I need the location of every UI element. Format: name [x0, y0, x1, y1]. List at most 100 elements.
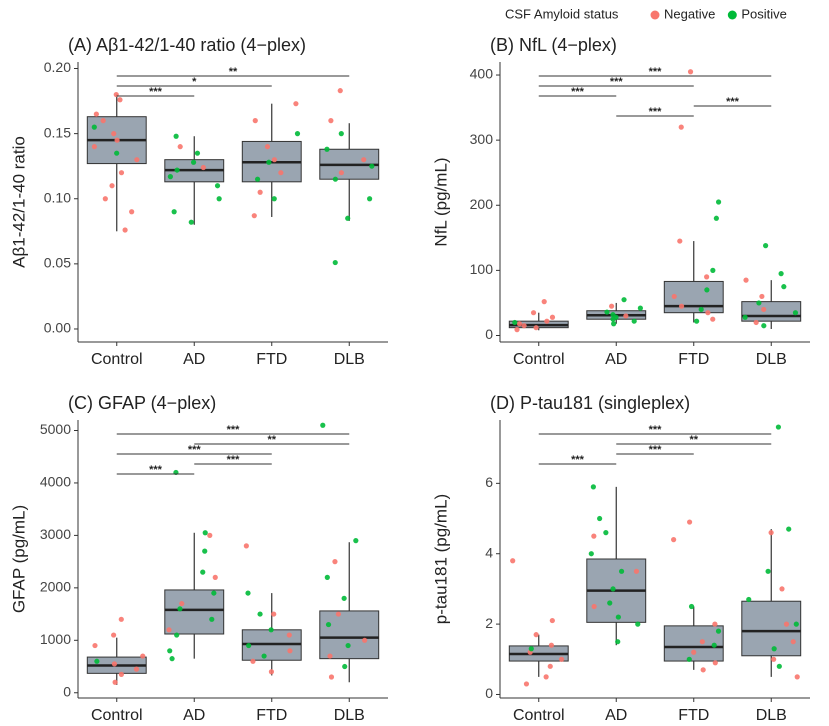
data-point	[243, 543, 249, 549]
data-point	[268, 669, 275, 675]
data-point	[207, 532, 213, 538]
data-point	[325, 621, 332, 628]
data-point	[335, 611, 342, 617]
data-point	[633, 568, 640, 574]
data-point	[268, 627, 274, 633]
data-point	[320, 422, 326, 428]
data-point	[771, 656, 777, 662]
significance-label: ***	[726, 96, 740, 108]
data-point	[250, 658, 256, 664]
box	[741, 600, 802, 657]
y-axis-title: p-tau181 (pg/mL)	[431, 494, 450, 624]
data-point	[92, 642, 98, 649]
y-tick-label: 400	[470, 66, 494, 82]
x-tick-label: FTD	[256, 707, 287, 724]
data-point	[211, 590, 217, 596]
data-point	[521, 323, 527, 329]
data-point	[779, 586, 785, 592]
data-point	[254, 176, 261, 182]
data-point	[792, 310, 799, 316]
data-point	[604, 309, 610, 315]
data-point	[783, 621, 790, 627]
data-point	[327, 653, 333, 659]
significance-label: ***	[227, 424, 241, 436]
data-point	[177, 606, 183, 612]
box	[741, 301, 802, 322]
data-point	[710, 316, 716, 322]
data-point	[202, 548, 208, 554]
data-point	[91, 144, 98, 150]
data-point	[111, 661, 118, 667]
y-tick-label: 300	[470, 131, 494, 147]
data-point	[544, 318, 550, 324]
data-point	[710, 267, 716, 273]
data-point	[91, 124, 97, 130]
y-tick-label: 0.00	[44, 320, 71, 336]
data-point	[188, 219, 194, 225]
data-point	[547, 663, 553, 669]
data-point	[328, 674, 335, 680]
y-tick-label: 3000	[40, 526, 71, 542]
data-point	[611, 321, 617, 327]
data-point	[345, 215, 351, 221]
data-point	[746, 596, 752, 603]
data-point	[367, 196, 373, 202]
data-point	[761, 323, 767, 329]
data-point	[251, 213, 257, 219]
legend-label: Positive	[741, 6, 787, 21]
data-point	[133, 666, 140, 672]
x-tick-label: Control	[513, 351, 565, 368]
data-point	[699, 639, 705, 645]
significance-label: **	[229, 66, 238, 78]
data-point	[694, 318, 700, 324]
data-point	[533, 632, 539, 638]
data-point	[129, 209, 135, 215]
legend-marker	[727, 10, 737, 20]
panel-title: (D) P-tau181 (singleplex)	[490, 393, 690, 413]
significance-label: ***	[227, 454, 241, 466]
data-point	[794, 674, 800, 680]
data-point	[541, 299, 547, 305]
data-point	[514, 327, 520, 333]
data-point	[93, 111, 99, 117]
data-point	[166, 627, 172, 633]
data-point	[214, 183, 221, 189]
data-point	[621, 297, 627, 303]
data-point	[109, 183, 115, 189]
data-point	[112, 679, 118, 685]
data-point	[114, 150, 120, 156]
data-point	[264, 144, 271, 150]
x-tick-label: DLB	[756, 707, 787, 724]
significance-label: **	[267, 434, 276, 446]
x-tick-label: DLB	[756, 351, 787, 368]
data-point	[271, 611, 277, 617]
data-point	[122, 227, 128, 233]
data-point	[202, 530, 208, 536]
y-tick-label: 6	[485, 474, 493, 490]
data-point	[523, 681, 530, 687]
data-point	[338, 131, 344, 137]
x-tick-label: DLB	[334, 707, 365, 724]
data-point	[671, 293, 677, 300]
data-point	[715, 628, 722, 634]
data-point	[167, 174, 173, 180]
data-point	[610, 316, 616, 322]
x-tick-label: AD	[183, 707, 205, 724]
data-point	[549, 617, 555, 624]
y-axis-title: NfL (pg/mL)	[431, 157, 450, 246]
x-tick-label: DLB	[334, 351, 365, 368]
data-point	[190, 159, 197, 165]
significance-label: ***	[649, 106, 663, 118]
data-point	[345, 642, 351, 649]
data-point	[778, 271, 784, 277]
significance-label: ***	[649, 66, 663, 78]
data-point	[704, 274, 710, 280]
data-point	[118, 616, 124, 622]
data-point	[361, 157, 367, 163]
data-point	[117, 97, 123, 103]
data-point	[533, 325, 539, 331]
data-point	[793, 621, 799, 627]
y-tick-label: 0	[485, 326, 493, 342]
legend-label: Negative	[664, 6, 715, 21]
data-point	[134, 157, 140, 163]
